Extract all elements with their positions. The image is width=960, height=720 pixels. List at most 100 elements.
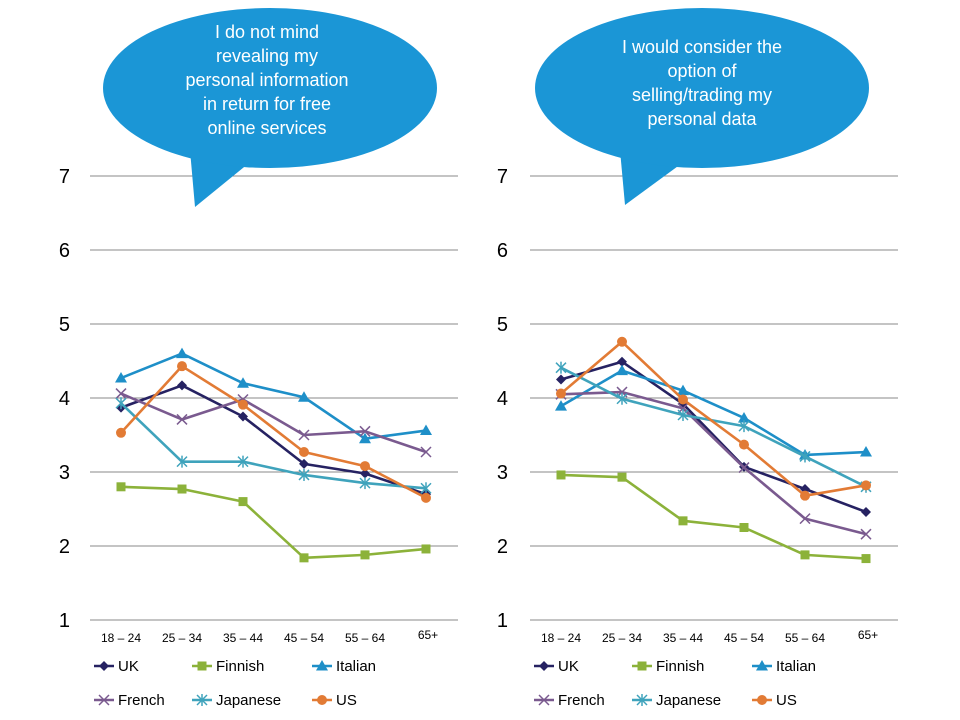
callout-text-line: personal information — [185, 70, 348, 90]
data-point-us — [238, 399, 248, 410]
legend-marker — [196, 694, 208, 706]
legend-label: French — [118, 692, 165, 709]
x-tick-label: 35 – 44 — [663, 631, 703, 645]
legend-item-italian: Italian — [752, 658, 816, 675]
series-line-uk — [120, 384, 427, 496]
data-point-italian — [555, 400, 567, 411]
data-point-french — [298, 429, 310, 441]
data-point-italian — [677, 384, 689, 396]
legend-label: Finnish — [216, 658, 264, 675]
series-line-italian — [560, 369, 867, 457]
legend-label: US — [336, 692, 357, 709]
data-point-italian — [237, 377, 249, 388]
data-point-japanese — [738, 420, 750, 433]
data-point-finnish — [421, 544, 431, 554]
y-tick-label: 5 — [59, 314, 70, 336]
legend-item-finnish: Finnish — [192, 658, 264, 675]
data-point-us — [116, 427, 126, 438]
legend-1: UK Finnish Italian French Japanese US — [94, 658, 376, 709]
data-point-us — [678, 394, 688, 405]
legend-item-finnish: Finnish — [632, 658, 704, 675]
x-tick-label: 25 – 34 — [162, 631, 202, 645]
legend-2: UK Finnish Italian French Japanese US — [534, 658, 816, 709]
data-point-uk — [177, 380, 187, 391]
data-point-italian — [738, 411, 750, 423]
data-point-japanese — [677, 409, 689, 422]
legend-marker — [637, 661, 647, 671]
legend-item-japanese: Japanese — [632, 692, 721, 709]
x-tick-label: 18 – 24 — [101, 631, 141, 645]
data-point-italian — [860, 446, 872, 457]
y-tick-label: 4 — [497, 388, 508, 410]
data-point-italian — [115, 372, 127, 383]
legend-marker — [316, 660, 328, 671]
legend-label: UK — [118, 658, 139, 675]
legend-item-french: French — [94, 692, 165, 709]
data-point-us — [800, 490, 810, 501]
series-line-japanese — [120, 402, 427, 490]
data-point-uk — [238, 411, 248, 422]
data-point-uk — [360, 468, 370, 479]
legend-item-us: US — [752, 692, 797, 709]
x-tick-label: 25 – 34 — [602, 631, 642, 645]
callout-bubble-2: I would consider the option of selling/tra… — [535, 8, 869, 205]
series-line-japanese — [560, 366, 867, 488]
data-point-french — [115, 388, 127, 400]
data-point-uk — [617, 356, 627, 367]
callout-ellipse — [535, 8, 869, 168]
data-point-finnish — [360, 550, 370, 560]
legend-marker — [538, 694, 550, 706]
data-point-finnish — [800, 550, 810, 560]
data-point-french — [420, 446, 432, 458]
data-point-finnish — [861, 554, 871, 564]
x-tick-label: 35 – 44 — [223, 631, 263, 645]
y-tick-label: 1 — [497, 610, 508, 632]
x-tick-label: 55 – 64 — [345, 631, 385, 645]
legend-marker — [756, 660, 768, 671]
legend-label: Japanese — [216, 692, 281, 709]
data-point-uk — [861, 506, 871, 517]
y-tick-label: 1 — [59, 610, 70, 632]
data-point-uk — [556, 374, 566, 385]
data-point-italian — [616, 364, 628, 376]
data-point-french — [860, 528, 872, 540]
x-tick-label: 65+ — [418, 628, 438, 642]
callout-text-line: I would consider the — [622, 37, 782, 57]
data-point-us — [177, 361, 187, 372]
series-line-french — [120, 392, 427, 454]
series-line-us — [120, 364, 427, 500]
legend-item-french: French — [534, 692, 605, 709]
data-point-japanese — [359, 477, 371, 490]
legend-marker — [317, 695, 327, 705]
data-point-us — [861, 480, 871, 491]
x-tick-label: 45 – 54 — [284, 631, 324, 645]
y-tick-label: 6 — [497, 240, 508, 262]
series-line-italian — [120, 352, 427, 441]
data-point-us — [556, 388, 566, 399]
callout-text-line: option of — [667, 61, 737, 81]
data-point-japanese — [799, 450, 811, 463]
data-point-japanese — [237, 455, 249, 468]
chart-panel-2: 1 2 3 4 5 6 7 18 – 24 25 – 34 35 – 44 45 – 54 55 – … — [497, 166, 898, 645]
x-tick-label: 65+ — [858, 628, 878, 642]
y-tick-label: 7 — [497, 166, 508, 188]
data-point-french — [799, 513, 811, 525]
legend-label: UK — [558, 658, 579, 675]
data-point-italian — [359, 432, 371, 444]
legend-marker — [98, 694, 110, 706]
legend-label: Japanese — [656, 692, 721, 709]
data-point-us — [739, 439, 749, 450]
x-tick-label: 45 – 54 — [724, 631, 764, 645]
callout-text-line: revealing my — [216, 46, 318, 66]
data-point-japanese — [298, 468, 310, 481]
data-point-japanese — [176, 455, 188, 468]
data-point-us — [421, 492, 431, 503]
data-point-french — [738, 462, 750, 474]
callout-bubble-1: I do not mind revealing my personal inform… — [103, 8, 437, 207]
legend-marker — [99, 661, 109, 671]
x-tick-label: 18 – 24 — [541, 631, 581, 645]
data-point-italian — [176, 347, 188, 359]
callout-ellipse — [103, 8, 437, 168]
data-point-japanese — [115, 397, 127, 410]
